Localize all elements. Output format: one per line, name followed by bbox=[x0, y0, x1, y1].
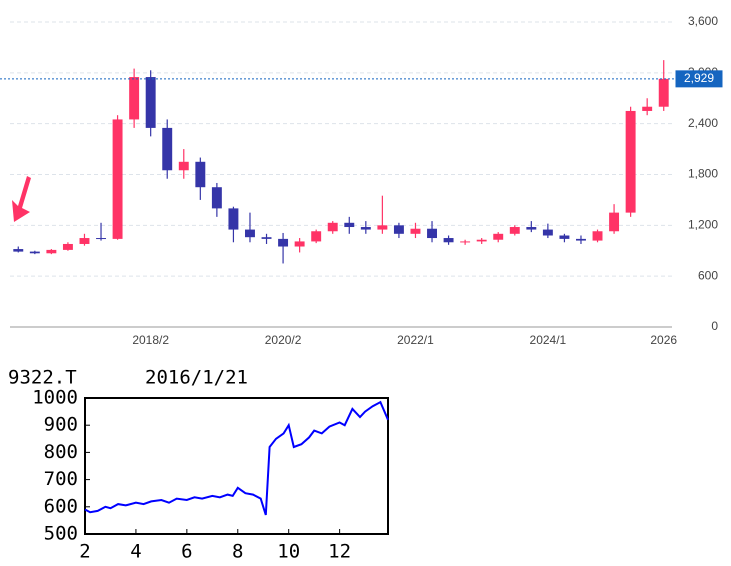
candle-body bbox=[278, 238, 289, 247]
candle-body bbox=[377, 225, 388, 230]
candle-body bbox=[311, 231, 322, 242]
candle-body bbox=[327, 222, 338, 232]
candle-body bbox=[642, 106, 653, 111]
candle-body bbox=[261, 237, 272, 239]
candle-body bbox=[625, 110, 636, 213]
candle-body bbox=[360, 227, 371, 230]
y-tick-label: 600 bbox=[44, 495, 78, 517]
y-tick-label: 800 bbox=[44, 441, 78, 463]
candle-body bbox=[476, 239, 487, 242]
chart-title: 9322.T bbox=[8, 367, 77, 389]
candle-body bbox=[228, 208, 239, 230]
x-tick-label: 2026 bbox=[650, 333, 677, 347]
candle-body bbox=[576, 238, 586, 241]
candle-body bbox=[427, 228, 437, 239]
y-tick-label: 0 bbox=[711, 319, 718, 333]
candle-body bbox=[493, 233, 504, 240]
x-tick-label: 4 bbox=[130, 541, 141, 563]
y-tick-label: 1,200 bbox=[688, 218, 718, 232]
candle-body bbox=[526, 227, 537, 230]
x-tick-label: 6 bbox=[181, 541, 192, 563]
x-tick-label: 12 bbox=[328, 541, 351, 563]
candle-body bbox=[96, 238, 106, 240]
y-tick-label: 3,600 bbox=[688, 14, 718, 28]
y-tick-label: 1000 bbox=[32, 387, 78, 409]
candle-body bbox=[46, 249, 57, 254]
chart-subtitle: 2016/1/21 bbox=[145, 367, 248, 389]
x-tick-label: 10 bbox=[277, 541, 300, 563]
line-chart: 9322.T 2016/1/21 500 600 700 800 900 1000 2 4 6 8… bbox=[8, 367, 389, 563]
arrow bbox=[12, 176, 31, 222]
candle-body bbox=[129, 77, 140, 120]
x-tick-label: 2020/2 bbox=[265, 333, 302, 347]
y-tick-label: 700 bbox=[44, 468, 78, 490]
candle-body bbox=[592, 231, 603, 241]
candle-body bbox=[245, 229, 255, 238]
candle-body bbox=[145, 77, 156, 128]
price-line bbox=[84, 400, 389, 516]
x-tick-label: 2024/1 bbox=[530, 333, 567, 347]
candle-body bbox=[294, 241, 305, 247]
price-label: 2,929 bbox=[684, 71, 714, 85]
candle-body bbox=[410, 228, 421, 234]
candle-body bbox=[559, 235, 570, 239]
candle-body bbox=[195, 161, 206, 188]
price-label-box bbox=[675, 70, 723, 88]
candle-body bbox=[162, 127, 173, 171]
candle-body bbox=[393, 225, 404, 234]
candle-body bbox=[443, 238, 454, 243]
candle-body bbox=[509, 227, 520, 234]
plot-frame bbox=[84, 397, 389, 535]
candle-body bbox=[542, 229, 553, 236]
y-tick-label: 2,400 bbox=[688, 116, 718, 130]
candle-body bbox=[13, 249, 24, 252]
candle-body bbox=[62, 243, 73, 250]
y-tick-label: 900 bbox=[44, 414, 78, 436]
candle-body bbox=[609, 212, 620, 232]
y-tick-label: 1,800 bbox=[688, 167, 718, 181]
candle-body bbox=[658, 78, 669, 107]
x-tick-label: 2022/1 bbox=[397, 333, 434, 347]
x-tick-label: 2 bbox=[79, 541, 90, 563]
y-tick-label: 600 bbox=[698, 268, 718, 282]
x-tick-label: 8 bbox=[232, 541, 243, 563]
candle-body bbox=[211, 187, 222, 209]
candlestick-chart: 06001,2001,8002,4003,0003,6002018/22020/… bbox=[0, 14, 723, 347]
candle-body bbox=[29, 251, 40, 254]
candle-body bbox=[344, 222, 355, 228]
candle-body bbox=[112, 119, 123, 239]
y-tick-label: 500 bbox=[44, 523, 78, 545]
candle-body bbox=[460, 241, 471, 243]
x-tick-label: 2018/2 bbox=[132, 333, 169, 347]
candle-body bbox=[178, 161, 189, 171]
candle-body bbox=[79, 238, 90, 244]
